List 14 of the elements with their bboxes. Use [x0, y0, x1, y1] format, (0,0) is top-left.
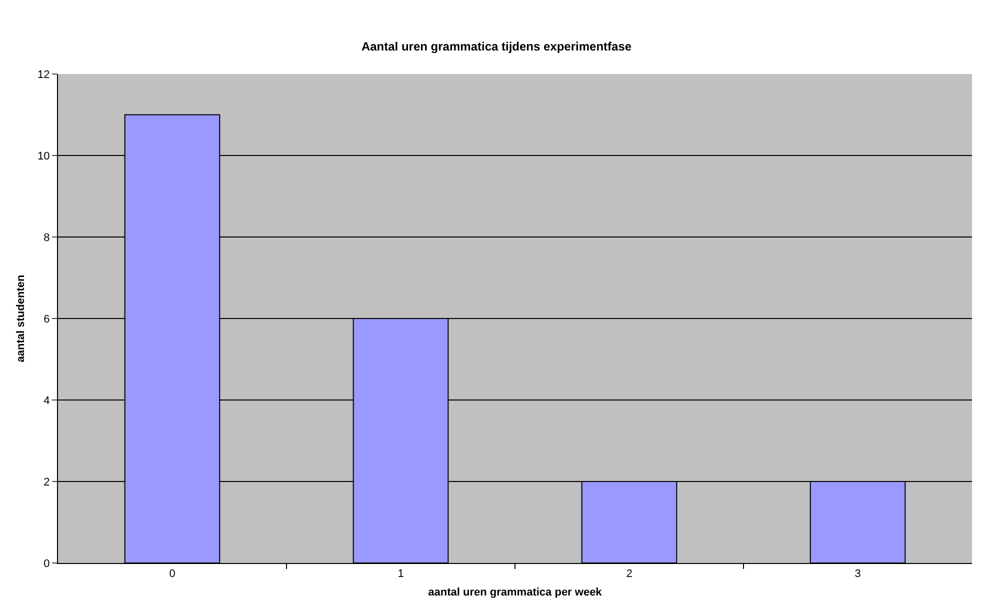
y-tick-label: 12	[38, 68, 50, 81]
y-tick-label: 0	[44, 558, 50, 570]
x-axis-title: aantal uren grammatica per week	[428, 586, 603, 598]
x-tick-label: 1	[398, 568, 404, 580]
x-tick-label: 3	[854, 568, 861, 580]
x-tick-label: 0	[169, 568, 176, 580]
x-tick-label: 2	[626, 568, 632, 580]
y-tick-label: 2	[44, 476, 50, 488]
y-tick-label: 6	[44, 313, 50, 326]
y-tick-label: 4	[44, 394, 50, 407]
chart-title: Aantal uren grammatica tijdens experimentfase	[361, 39, 632, 54]
y-tick-label: 8	[44, 232, 50, 244]
y-axis-title: aantal studenten	[15, 274, 28, 362]
y-tick-label: 10	[38, 150, 50, 162]
